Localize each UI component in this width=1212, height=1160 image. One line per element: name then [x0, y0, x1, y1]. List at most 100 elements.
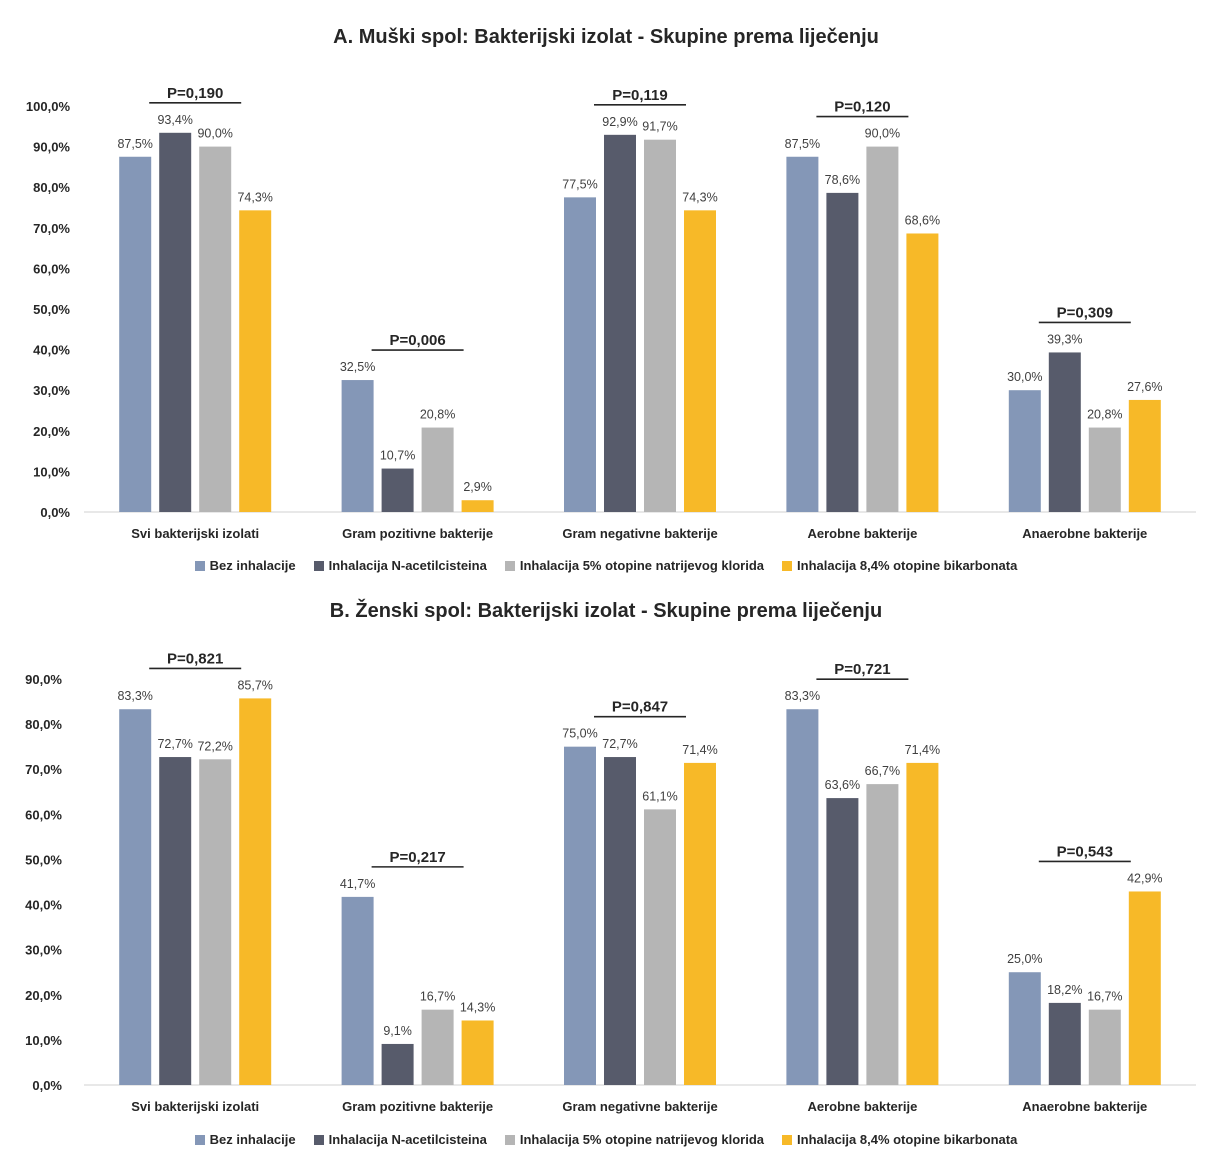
- data-label: 61,1%: [642, 789, 677, 803]
- data-label: 20,8%: [420, 408, 455, 422]
- bar: [341, 896, 374, 1085]
- legend-b: Bez inhalacije Inhalacija N-acetilcistein…: [0, 1132, 1212, 1147]
- legend-item: Bez inhalacije: [194, 558, 296, 573]
- data-label: 71,4%: [682, 743, 717, 757]
- legend-item: Inhalacija N-acetilcisteina: [313, 1132, 487, 1147]
- bar: [604, 134, 636, 513]
- data-label: 16,7%: [420, 990, 455, 1004]
- bar: [826, 798, 859, 1085]
- data-label: 20,8%: [1087, 408, 1122, 422]
- y-tick-label: 20,0%: [25, 988, 62, 1003]
- bar: [564, 746, 596, 1085]
- bar: [421, 1009, 454, 1085]
- y-tick-label: 40,0%: [25, 898, 62, 913]
- bar: [461, 1020, 494, 1085]
- p-value-label: P=0,821: [167, 650, 223, 667]
- legend-item: Inhalacija 5% otopine natrijevog klorida: [504, 558, 765, 573]
- bar: [341, 380, 374, 512]
- y-tick-label: 80,0%: [25, 717, 62, 732]
- bar: [1088, 427, 1121, 512]
- bar: [1008, 390, 1041, 512]
- chart-panel-b: B. Ženski spol: Bakterijski izolat - Sku…: [0, 584, 1212, 1160]
- data-label: 18,2%: [1047, 983, 1082, 997]
- legend-a: Bez inhalacije Inhalacija N-acetilcistein…: [0, 558, 1212, 573]
- bar: [1128, 891, 1161, 1085]
- y-tick-label: 70,0%: [25, 762, 62, 777]
- y-tick-label: 30,0%: [33, 383, 70, 398]
- data-label: 90,0%: [197, 127, 232, 141]
- x-tick-label: Gram negativne bakterije: [562, 526, 717, 541]
- bar: [826, 192, 859, 512]
- data-label: 83,3%: [785, 689, 820, 703]
- y-tick-label: 30,0%: [25, 943, 62, 958]
- data-label: 91,7%: [642, 120, 677, 134]
- data-label: 93,4%: [157, 113, 192, 127]
- data-label: 2,9%: [463, 480, 492, 494]
- chart-title: A. Muški spol: Bakterijski izolat - Skup…: [333, 26, 879, 48]
- legend-swatch: [782, 1134, 793, 1145]
- bar: [1048, 1002, 1081, 1085]
- y-tick-label: 60,0%: [25, 807, 62, 822]
- legend-swatch: [504, 560, 515, 571]
- data-label: 92,9%: [602, 115, 637, 129]
- bar: [461, 500, 494, 512]
- legend-swatch: [194, 560, 205, 571]
- x-tick-label: Aerobne bakterije: [807, 526, 917, 541]
- legend-label: Inhalacija 8,4% otopine bikarbonata: [797, 558, 1018, 573]
- data-label: 27,6%: [1127, 380, 1162, 394]
- legend-item: Bez inhalacije: [194, 1132, 296, 1147]
- data-label: 90,0%: [865, 127, 900, 141]
- legend-label: Inhalacija 5% otopine natrijevog klorida: [519, 558, 765, 573]
- bar: [381, 468, 414, 512]
- p-value-label: P=0,217: [389, 849, 445, 866]
- bar: [119, 156, 152, 512]
- bar: [199, 146, 232, 512]
- bar: [239, 210, 272, 513]
- chart-panel-a: A. Muški spol: Bakterijski izolat - Skup…: [0, 26, 1212, 573]
- y-tick-label: 50,0%: [33, 302, 70, 317]
- bar-chart-b: 0,0% 10,0% 20,0% 30,0% 40,0% 50,0% 60,0% 70,0% 8…: [25, 650, 1196, 1114]
- y-tick-label: 10,0%: [33, 464, 70, 479]
- legend-swatch: [504, 1134, 515, 1145]
- bar: [786, 709, 819, 1085]
- p-value-label: P=0,847: [612, 699, 668, 716]
- legend-swatch: [194, 1134, 205, 1145]
- p-value-label: P=0,309: [1057, 304, 1113, 321]
- bar: [866, 146, 899, 512]
- bar: [684, 210, 716, 513]
- y-tick-label: 0,0%: [32, 1078, 62, 1093]
- bar: [644, 139, 676, 512]
- bar: [906, 762, 939, 1085]
- data-label: 74,3%: [682, 190, 717, 204]
- legend-item: Inhalacija N-acetilcisteina: [313, 558, 487, 573]
- data-label: 30,0%: [1007, 370, 1042, 384]
- y-tick-label: 20,0%: [33, 424, 70, 439]
- data-label: 83,3%: [117, 689, 152, 703]
- chart-title: B. Ženski spol: Bakterijski izolat - Sku…: [329, 600, 883, 622]
- data-label: 39,3%: [1047, 332, 1082, 346]
- x-tick-label: Gram pozitivne bakterije: [342, 1099, 493, 1114]
- data-label: 66,7%: [865, 764, 900, 778]
- bar: [159, 132, 192, 512]
- legend-swatch: [313, 560, 324, 571]
- bar: [786, 156, 819, 512]
- p-value-label: P=0,006: [389, 332, 445, 349]
- bar: [1128, 399, 1161, 512]
- p-value-label: P=0,543: [1057, 843, 1113, 860]
- x-tick-label: Gram negativne bakterije: [562, 1099, 717, 1114]
- bar: [421, 427, 454, 512]
- bar: [199, 759, 232, 1085]
- data-label: 87,5%: [117, 137, 152, 151]
- bar: [604, 757, 636, 1085]
- legend-item: Inhalacija 5% otopine natrijevog klorida: [504, 1132, 764, 1147]
- legend-label: Inhalacija N-acetilcisteina: [328, 1132, 487, 1147]
- legend-label: Bez inhalacije: [209, 558, 296, 573]
- x-tick-label: Svi bakterijski izolati: [131, 1099, 259, 1114]
- data-label: 25,0%: [1007, 952, 1042, 966]
- data-label: 85,7%: [237, 678, 272, 692]
- bar: [1088, 1009, 1121, 1085]
- legend-item: Inhalacija 8,4% otopine bikarbonata: [782, 558, 1017, 573]
- data-label: 68,6%: [905, 213, 940, 227]
- data-label: 74,3%: [237, 190, 272, 204]
- data-label: 41,7%: [340, 877, 375, 891]
